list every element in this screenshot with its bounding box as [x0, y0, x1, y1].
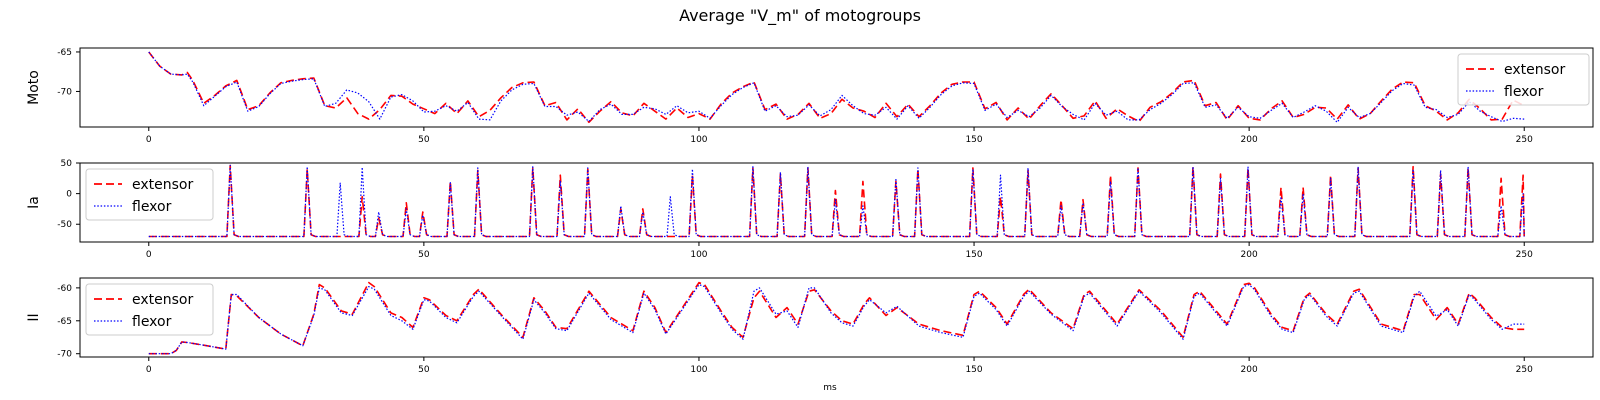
series-line-flexor: [148, 51, 1525, 123]
x-axis-label: ms: [823, 383, 837, 393]
axes-frame: [79, 162, 1594, 243]
y-tick-label: -65: [57, 48, 72, 58]
subplots: Moto-65-700 50 100 150 200 250extensorflexorI…: [26, 47, 1594, 375]
series-line-extensor: [148, 51, 1525, 124]
x-tick-label: 200: [1241, 365, 1258, 375]
x-tick-label: 100: [690, 250, 707, 260]
axes-frame: [79, 47, 1594, 128]
axes-frame: [79, 277, 1594, 358]
x-tick-label: 100: [690, 365, 707, 375]
series-line-extensor: [148, 281, 1525, 355]
y-tick-label: -70: [57, 350, 72, 360]
legend-label-extensor: extensor: [132, 292, 193, 308]
legend: extensor flexor: [85, 168, 214, 221]
y-axis-label: II: [26, 313, 42, 321]
legend-label-flexor: flexor: [132, 314, 172, 330]
legend: extensor flexor: [85, 283, 214, 336]
subplot-moto: Moto -65 -70 0 50 100 150 200 250 extensor flexor: [26, 47, 1594, 145]
y-tick-label: -65: [57, 317, 72, 327]
x-tick-label: 150: [965, 365, 982, 375]
legend-frame: [85, 283, 214, 336]
y-tick-label: -70: [57, 87, 72, 97]
x-tick-label: 150: [965, 135, 982, 145]
x-tick-label: 0: [146, 250, 152, 260]
x-tick-label: 50: [418, 250, 430, 260]
x-tick-label: 200: [1241, 250, 1258, 260]
series-line-flexor: [148, 284, 1525, 355]
x-tick-label: 250: [1516, 135, 1533, 145]
y-tick-label: 50: [61, 159, 73, 169]
x-tick-label: 0: [146, 135, 152, 145]
x-tick-label: 50: [418, 365, 430, 375]
y-tick-label: -60: [57, 284, 72, 294]
subplot-ia: Ia 50 0 -50 0 50 100 150 200 250 extensor flexor: [26, 159, 1594, 260]
x-tick-label: 50: [418, 135, 430, 145]
y-axis-label: Ia: [26, 196, 42, 209]
legend-frame: [85, 168, 214, 221]
legend-label-flexor: flexor: [1504, 84, 1544, 100]
plot-area: [148, 51, 1525, 124]
plot-area: [148, 281, 1525, 355]
series-line-extensor: [148, 164, 1525, 238]
x-tick-label: 0: [146, 365, 152, 375]
x-tick-label: 250: [1516, 250, 1533, 260]
y-tick-label: -50: [57, 220, 72, 230]
subplot-ii: II -60 -65 -70 0 50 100 150 200 250 extensor flexor: [26, 277, 1594, 375]
figure-title: Average "V_m" of motogroups: [679, 6, 921, 26]
legend-label-extensor: extensor: [1504, 62, 1565, 78]
x-tick-label: 150: [965, 250, 982, 260]
y-tick-label: 0: [66, 190, 72, 200]
x-tick-label: 100: [690, 135, 707, 145]
legend-label-extensor: extensor: [132, 177, 193, 193]
x-tick-label: 200: [1241, 135, 1258, 145]
x-tick-label: 250: [1516, 365, 1533, 375]
legend-label-flexor: flexor: [132, 199, 172, 215]
legend-frame: [1457, 53, 1590, 106]
legend: extensor flexor: [1457, 53, 1590, 106]
y-axis-label: Moto: [26, 70, 42, 105]
plot-area: [148, 164, 1525, 238]
